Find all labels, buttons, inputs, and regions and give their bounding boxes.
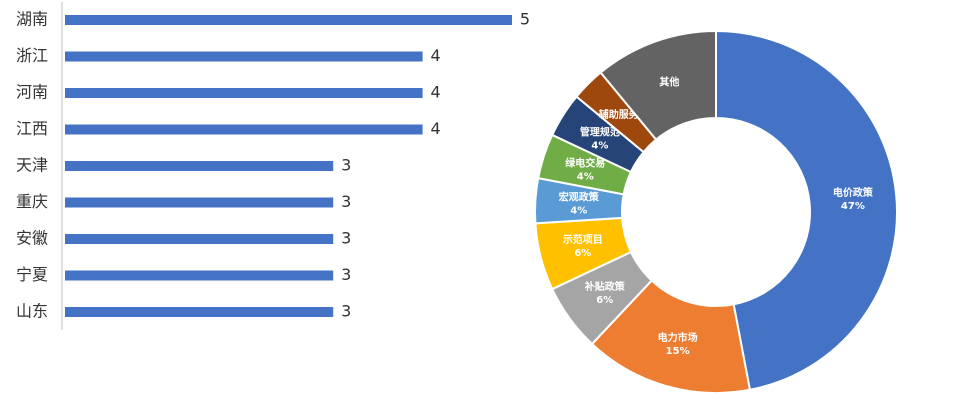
value-label: 3 xyxy=(341,229,351,248)
slice-percent: 6% xyxy=(596,295,613,306)
slice-label: 辅助服务 xyxy=(599,108,640,121)
slice-label: 电力市场 xyxy=(658,331,698,344)
category-label: 重庆 xyxy=(16,192,48,211)
category-label: 天津 xyxy=(16,156,48,175)
category-label: 宁夏 xyxy=(16,265,48,284)
value-label: 4 xyxy=(431,46,441,65)
category-label: 湖南 xyxy=(16,10,48,29)
bar xyxy=(65,124,423,135)
slice-percent: 4% xyxy=(591,140,608,151)
donut-slice xyxy=(590,279,752,394)
value-label: 3 xyxy=(341,192,351,211)
bar xyxy=(65,270,334,281)
donut-slice xyxy=(715,29,898,391)
category-label: 江西 xyxy=(16,119,48,138)
slice-label: 其他 xyxy=(659,76,679,89)
value-label: 4 xyxy=(431,83,441,102)
bar xyxy=(65,88,423,98)
value-label: 5 xyxy=(520,10,530,29)
slice-label: 示范项目 xyxy=(563,233,603,246)
category-label: 山东 xyxy=(16,302,48,321)
slice-label: 电价政策 xyxy=(833,186,874,199)
slice-label: 补贴政策 xyxy=(584,280,626,293)
slice-percent: 6% xyxy=(574,248,591,259)
category-label: 浙江 xyxy=(16,46,48,65)
slice-percent: 47% xyxy=(841,201,865,212)
value-label: 3 xyxy=(341,265,351,284)
category-label: 安徽 xyxy=(16,229,48,248)
slice-percent: 4% xyxy=(570,205,587,216)
bar xyxy=(65,234,334,244)
slice-label: 绿电交易 xyxy=(565,157,605,170)
value-label: 4 xyxy=(431,119,441,138)
bar xyxy=(65,51,423,62)
value-label: 3 xyxy=(341,156,351,175)
bar xyxy=(65,161,334,171)
category-label: 河南 xyxy=(16,83,48,102)
donut-slice xyxy=(599,29,717,141)
bar xyxy=(65,307,334,317)
slice-label: 宏观政策 xyxy=(559,190,600,203)
slice-percent: 15% xyxy=(666,346,690,357)
value-label: 3 xyxy=(341,302,351,321)
slice-percent: 4% xyxy=(577,172,594,183)
bar xyxy=(65,197,334,208)
slice-label: 管理规范 xyxy=(580,125,620,138)
bar xyxy=(65,15,512,25)
